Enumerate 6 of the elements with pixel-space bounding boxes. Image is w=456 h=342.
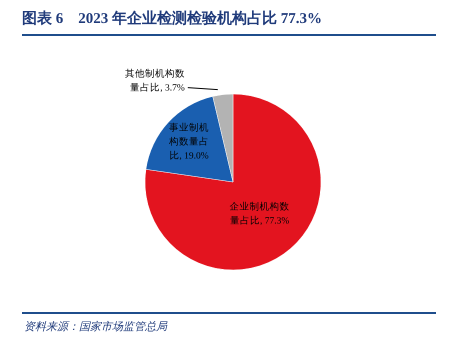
slice-label: 企业制机构数量占比, 77.3% — [230, 200, 290, 227]
text: 资料来源：国家市场监管总局 — [24, 320, 167, 334]
pie-slice — [144, 94, 322, 270]
slice-label: 其他制机构数量占比, 3.7% — [124, 68, 185, 94]
chart-title: 图表 6 2023 年企业检测检验机构占比 77.3% — [22, 9, 322, 28]
slice-label: 事业制机构数量占比, 19.0% — [168, 121, 210, 162]
